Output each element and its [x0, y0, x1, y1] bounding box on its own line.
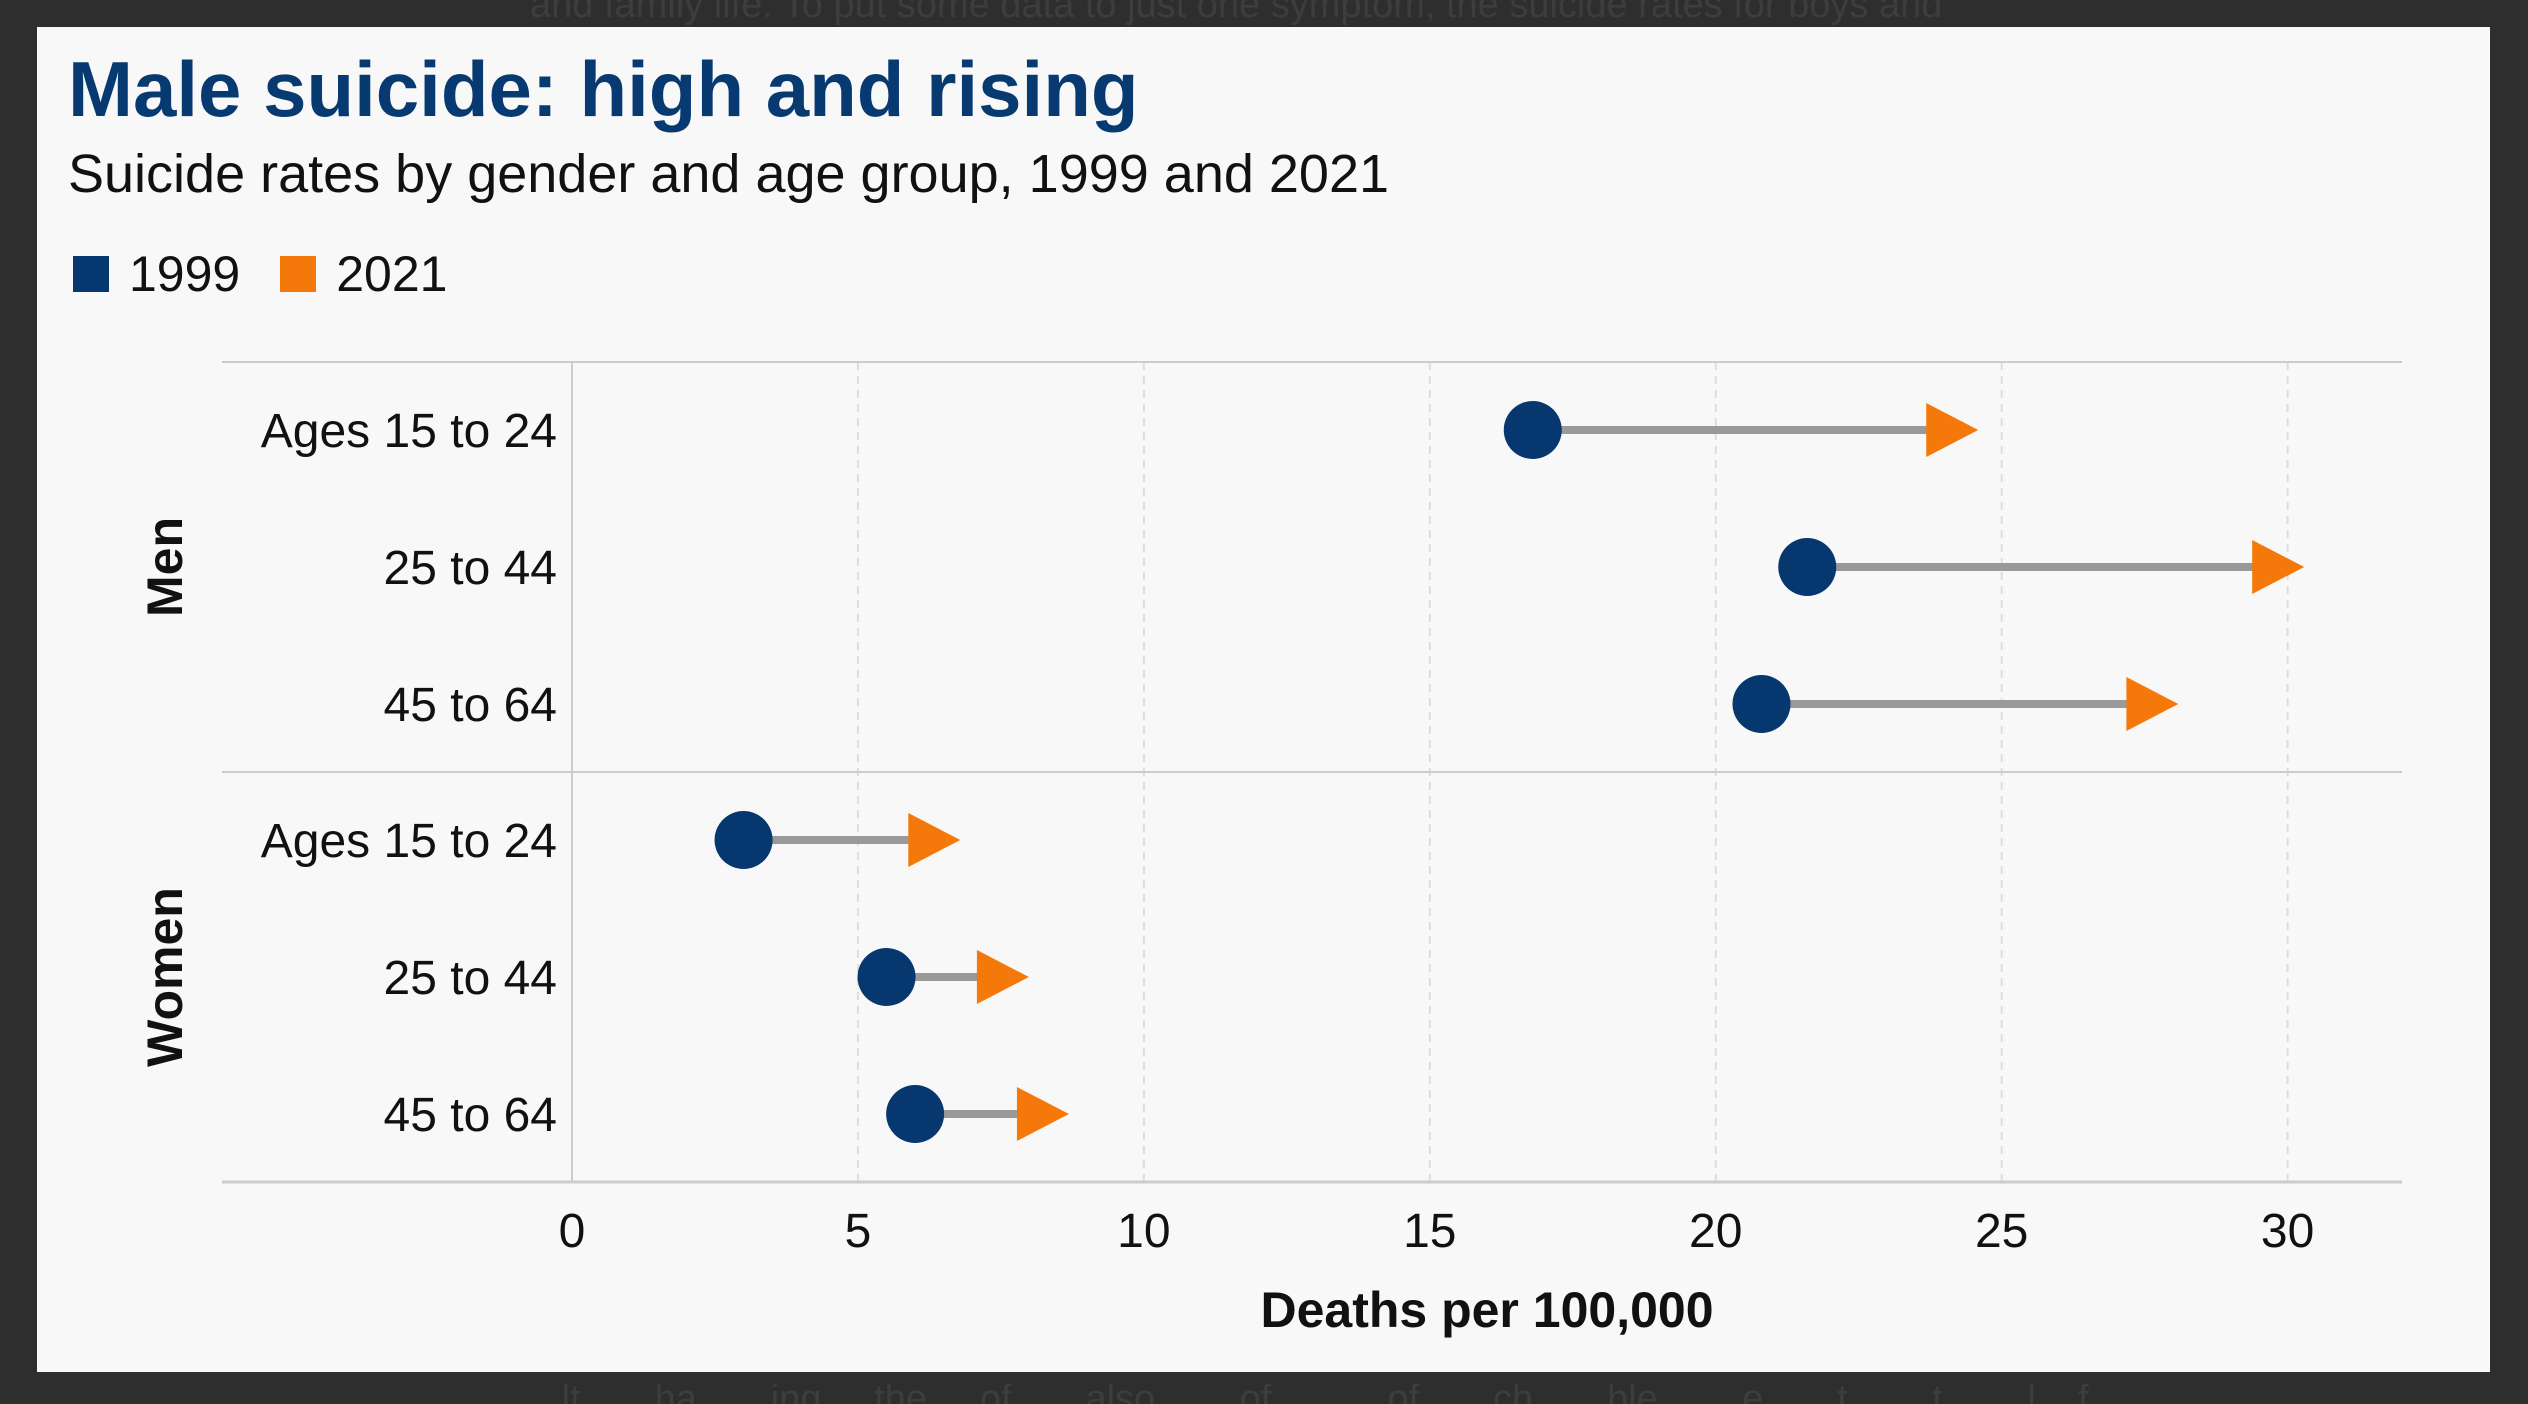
legend-swatch-1999	[73, 256, 109, 292]
x-tick-label-25: 25	[1975, 1205, 2028, 1258]
point-2021-women-0	[908, 813, 961, 867]
x-axis-title: Deaths per 100,000	[1260, 1282, 1713, 1338]
x-tick-label-20: 20	[1689, 1205, 1742, 1258]
row-label-men-0: Ages 15 to 24	[261, 405, 557, 458]
point-1999-men-1	[1778, 538, 1837, 596]
point-1999-men-2	[1732, 675, 1791, 733]
row-label-women-1: 25 to 44	[384, 952, 557, 1005]
background-article-text-top: and family life. To put some data to jus…	[530, 0, 1943, 26]
legend-label-2021: 2021	[336, 246, 448, 302]
group-label-women: Women	[137, 887, 193, 1067]
x-tick-label-5: 5	[845, 1205, 872, 1258]
group-label-men: Men	[137, 517, 193, 617]
row-label-women-0: Ages 15 to 24	[261, 815, 557, 868]
point-1999-men-0	[1503, 401, 1562, 459]
x-tick-label-10: 10	[1117, 1205, 1170, 1258]
legend-item-2021: 2021	[280, 245, 447, 303]
chart-legend: 1999 2021	[73, 245, 487, 303]
point-2021-women-2	[1016, 1087, 1069, 1141]
legend-item-1999: 1999	[73, 245, 240, 303]
legend-swatch-2021	[280, 256, 317, 292]
row-label-men-2: 45 to 64	[384, 679, 557, 732]
background-article-text-bottom: ...lt... ...ha... ...ing ... the ... of.…	[530, 1378, 2089, 1404]
point-2021-women-1	[976, 950, 1029, 1004]
point-2021-men-1	[2252, 540, 2305, 594]
point-1999-women-2	[886, 1085, 945, 1143]
dumbbell-chart: 0 5 10 15 20 25 30 Deaths per 100,000 Men Ages 15…	[137, 361, 2402, 1338]
chart-title: Male suicide: high and rising	[68, 45, 1139, 133]
row-label-men-1: 25 to 44	[384, 542, 557, 595]
point-2021-men-2	[2126, 677, 2179, 731]
x-tick-label-30: 30	[2261, 1205, 2314, 1258]
chart-subtitle: Suicide rates by gender and age group, 1…	[68, 144, 1390, 204]
point-2021-men-0	[1926, 403, 1979, 457]
point-1999-women-1	[857, 948, 916, 1006]
x-tick-label-15: 15	[1403, 1205, 1456, 1258]
chart-card: Male suicide: high and rising Suicide ra…	[37, 27, 2490, 1372]
legend-label-1999: 1999	[129, 246, 241, 302]
row-label-women-2: 45 to 64	[384, 1089, 557, 1142]
point-1999-women-0	[714, 811, 773, 869]
x-tick-label-0: 0	[559, 1205, 586, 1258]
